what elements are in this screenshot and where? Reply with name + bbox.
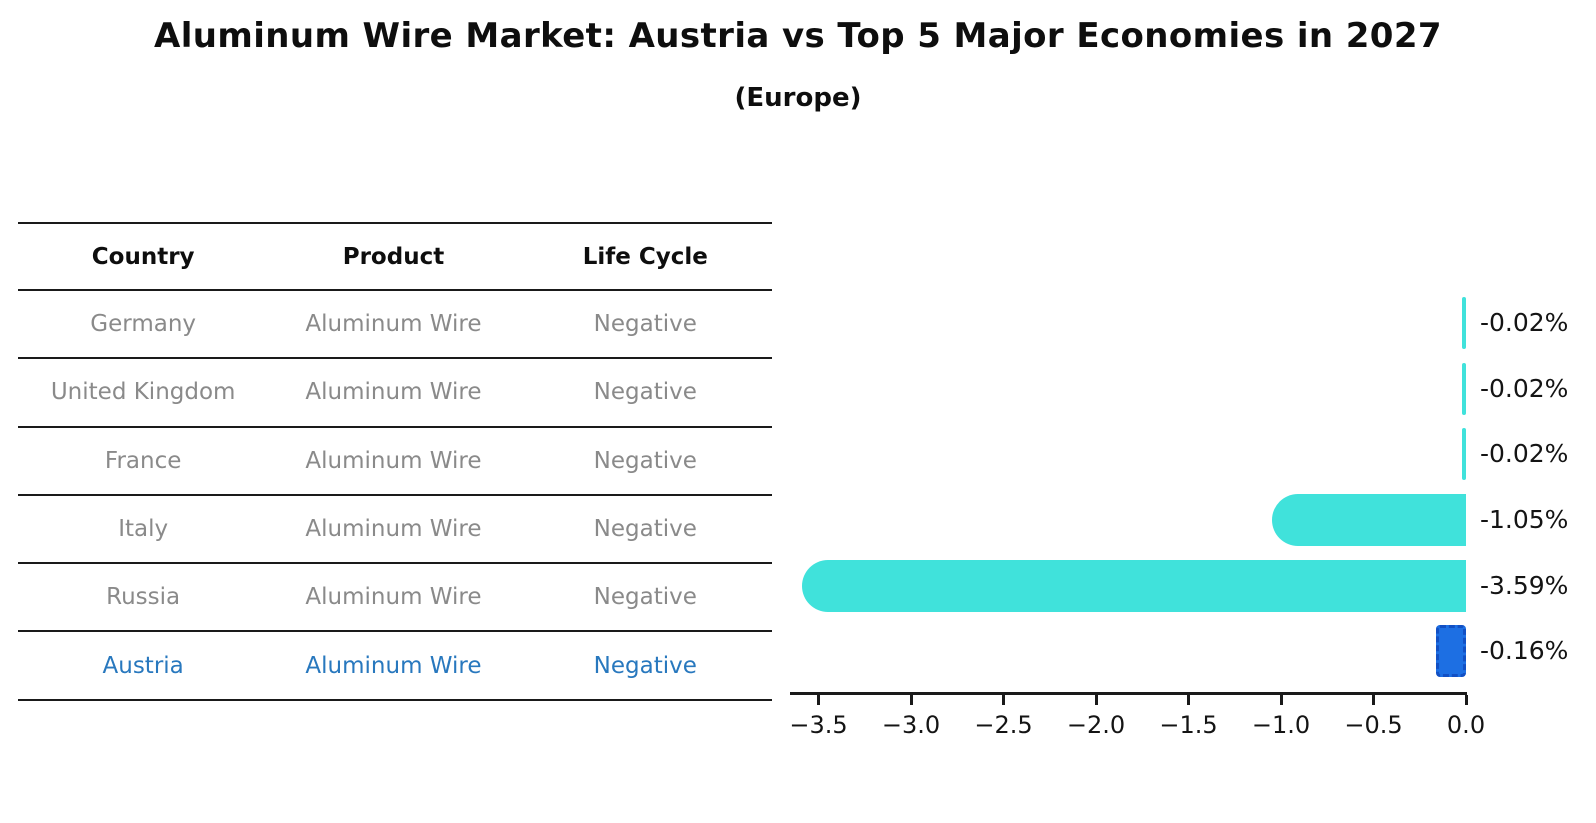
table-row-france: France Aluminum Wire Negative	[18, 428, 772, 496]
cell-product: Aluminum Wire	[305, 447, 482, 474]
cell-product: Aluminum Wire	[305, 584, 482, 611]
column-header-country: Country	[91, 243, 195, 270]
x-tick-label: −1.5	[1159, 711, 1218, 739]
x-axis-tick	[1002, 695, 1005, 705]
cell-country: Russia	[106, 584, 181, 611]
x-axis-tick	[1464, 695, 1468, 705]
x-axis-tick	[1372, 695, 1375, 705]
bar-italy	[1271, 494, 1466, 546]
cell-country: Austria	[102, 652, 184, 679]
bar-russia	[801, 560, 1466, 612]
x-tick-label: −1.0	[1251, 711, 1311, 739]
chart-subtitle: (Europe)	[734, 83, 862, 113]
x-tick-label: −0.5	[1344, 711, 1403, 739]
x-axis-tick	[1279, 695, 1283, 705]
cell-country: France	[104, 447, 182, 474]
x-tick-label: −3.5	[789, 711, 848, 739]
x-axis-tick	[1094, 695, 1098, 705]
table-row-russia: Russia Aluminum Wire Negative	[18, 564, 772, 633]
table-row-germany: Germany Aluminum Wire Negative	[18, 291, 772, 360]
table-row-austria: Austria Aluminum Wire Negative	[18, 632, 772, 701]
table-header-row: Country Product Life Cycle	[18, 224, 772, 291]
cell-product: Aluminum Wire	[305, 311, 482, 338]
table-row-italy: Italy Aluminum Wire Negative	[18, 496, 772, 565]
bar-value-label: -0.02%	[1480, 439, 1569, 468]
cell-life-cycle: Negative	[593, 516, 697, 543]
cell-life-cycle: Negative	[593, 447, 697, 474]
cell-product: Aluminum Wire	[305, 652, 482, 679]
column-header-life-cycle: Life Cycle	[582, 243, 708, 270]
x-axis-line	[790, 692, 1467, 695]
chart-title: Aluminum Wire Market: Austria vs Top 5 M…	[154, 16, 1442, 56]
x-axis-tick	[817, 695, 820, 705]
cell-product: Aluminum Wire	[305, 516, 482, 543]
table-row-united-kingdom: United Kingdom Aluminum Wire Negative	[18, 359, 772, 428]
bar-value-label: -1.05%	[1480, 505, 1569, 534]
cell-country: United Kingdom	[50, 379, 236, 406]
x-tick-label: −2.5	[974, 711, 1033, 739]
cell-life-cycle: Negative	[593, 379, 697, 406]
bar-value-label: -0.02%	[1480, 374, 1569, 403]
x-axis-tick	[909, 695, 913, 705]
bar-value-label: -3.59%	[1480, 571, 1569, 600]
x-tick-label: −3.0	[881, 711, 941, 739]
cell-country: Germany	[90, 311, 197, 338]
cell-life-cycle: Negative	[593, 311, 697, 338]
x-axis-tick	[1187, 695, 1190, 705]
x-tick-label: −2.0	[1066, 711, 1126, 739]
country-table: Country Product Life Cycle Germany Alumi…	[18, 222, 772, 701]
x-tick-label: 0.0	[1446, 711, 1486, 739]
bar-united-kingdom	[1462, 363, 1466, 415]
cell-country: Italy	[118, 516, 169, 543]
bar-value-label: -0.02%	[1480, 308, 1569, 337]
column-header-product: Product	[342, 243, 445, 270]
cell-life-cycle: Negative	[593, 652, 697, 679]
bar-value-label: -0.16%	[1480, 636, 1569, 665]
bar-austria	[1436, 625, 1466, 677]
cell-product: Aluminum Wire	[305, 379, 482, 406]
cell-life-cycle: Negative	[593, 584, 697, 611]
bar-france	[1462, 428, 1466, 480]
bar-germany	[1462, 297, 1466, 349]
